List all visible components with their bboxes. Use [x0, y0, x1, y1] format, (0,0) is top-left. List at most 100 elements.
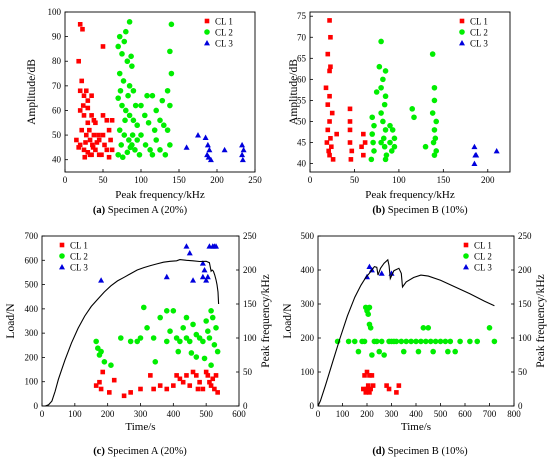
data-point [77, 108, 83, 113]
data-point [153, 107, 159, 114]
data-point [370, 139, 376, 146]
data-point [123, 107, 129, 114]
y2-tick-label-c: 0 [243, 401, 248, 411]
data-point [206, 335, 213, 341]
data-point [174, 373, 179, 378]
x-tick-label-b: 100 [392, 175, 406, 185]
data-point [452, 348, 459, 355]
data-point [365, 311, 372, 318]
data-point [151, 386, 156, 392]
legend-marker-b [459, 29, 465, 35]
data-point [162, 151, 169, 158]
x-tick-label-d: 0 [316, 409, 321, 419]
y-tick-label-c: 700 [25, 231, 39, 241]
data-point [370, 383, 376, 388]
data-point [393, 338, 400, 345]
legend-marker-b [459, 40, 465, 46]
data-point [359, 144, 364, 150]
data-point [163, 273, 170, 280]
data-point [129, 132, 136, 138]
plot-frame-d [317, 235, 515, 407]
data-point [82, 154, 88, 160]
legend-label-a: CL 1 [215, 17, 233, 27]
data-point [378, 110, 384, 116]
data-point [115, 43, 121, 50]
x-tick-label-c: 400 [167, 409, 181, 419]
data-point [327, 119, 332, 124]
caption-c-letter: (c) [93, 446, 105, 457]
data-point [432, 135, 439, 142]
plot-frame-b [309, 11, 511, 173]
data-point [361, 131, 366, 137]
data-point [138, 102, 144, 109]
data-point [437, 338, 444, 345]
data-point [382, 127, 389, 133]
data-point [380, 118, 386, 125]
data-point [445, 348, 451, 355]
data-point [184, 373, 189, 378]
data-point [327, 152, 332, 158]
x-tick-label-c: 500 [199, 409, 213, 419]
legend-marker-c [59, 253, 65, 259]
data-point [123, 28, 129, 35]
data-point [159, 97, 166, 104]
data-point [106, 127, 112, 133]
data-point [442, 338, 449, 345]
data-point [347, 119, 353, 124]
data-point [361, 152, 366, 158]
data-point [413, 338, 419, 345]
y-tick-label-c: 400 [25, 304, 39, 314]
data-point [183, 314, 190, 321]
data-point [79, 78, 85, 84]
data-point [204, 141, 211, 148]
data-point [325, 102, 331, 107]
x-tick-label-c: 600 [232, 409, 246, 419]
legend-label-b: CL 3 [470, 39, 488, 49]
data-point [207, 156, 214, 163]
data-point [378, 139, 384, 146]
data-point [208, 362, 214, 369]
legend-label-c: CL 1 [70, 241, 88, 251]
data-point [361, 338, 368, 345]
data-point [100, 44, 106, 49]
data-point [199, 273, 206, 280]
x-tick-label-d: 700 [483, 409, 497, 419]
data-point [167, 48, 173, 55]
data-point [347, 106, 353, 112]
data-point [100, 369, 106, 375]
data-point [124, 149, 131, 156]
data-point [430, 348, 436, 355]
data-point [127, 338, 134, 345]
data-point [90, 145, 96, 150]
data-point [325, 127, 331, 133]
data-point [89, 93, 94, 98]
data-point [365, 383, 371, 388]
data-point [177, 376, 183, 382]
data-point [347, 127, 353, 133]
data-point [364, 369, 370, 375]
caption-d-text: Specimen B (10%) [385, 446, 468, 457]
x-tick-label-d: 600 [458, 409, 472, 419]
data-point [109, 118, 115, 123]
data-point [429, 51, 436, 57]
data-point [96, 132, 101, 138]
data-point [201, 355, 208, 362]
data-point [473, 152, 480, 158]
data-point [433, 148, 440, 154]
data-point [157, 147, 163, 153]
data-point [161, 122, 167, 129]
data-point [85, 120, 91, 126]
data-point [394, 390, 399, 395]
data-point [387, 122, 393, 129]
series-c-2 [93, 304, 221, 369]
y-axis-label-a: Amplitude/dB [26, 59, 38, 125]
data-point [168, 70, 175, 77]
data-point [205, 328, 211, 335]
legend-label-c: CL 3 [70, 263, 88, 273]
data-point [85, 105, 91, 111]
series-c-3 [98, 243, 220, 283]
data-point [101, 359, 108, 365]
caption-b: (b) Specimen B (10%) [325, 205, 515, 216]
chart-d: 0 100 200 300 400 500 600 700 800010020030040050… [282, 231, 547, 433]
data-point [94, 140, 100, 145]
